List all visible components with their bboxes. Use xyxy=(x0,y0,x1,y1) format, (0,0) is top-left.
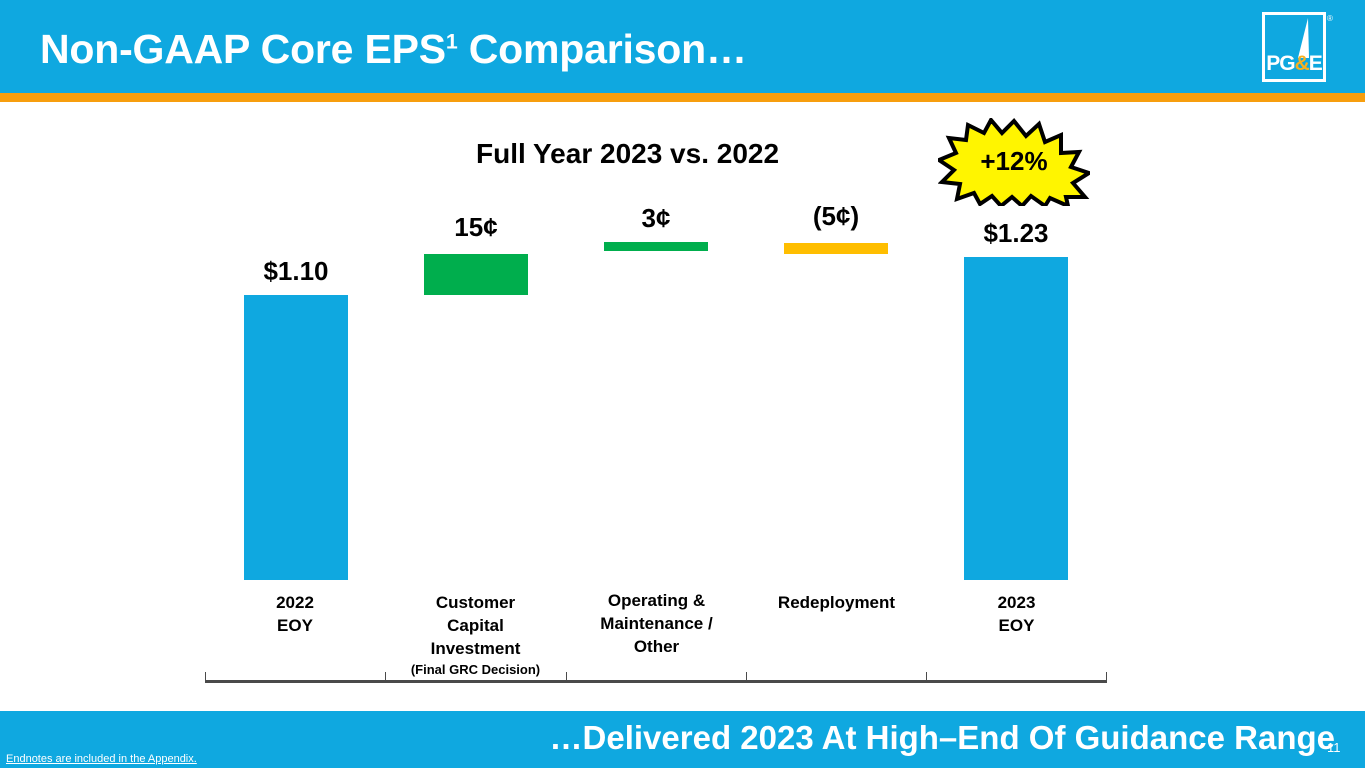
slide-header-bar xyxy=(0,0,1365,93)
category-label-omo-line2: Maintenance / xyxy=(600,614,713,633)
registered-mark: ® xyxy=(1327,14,1333,23)
axis-tick-1 xyxy=(385,672,386,683)
header-accent-rule xyxy=(0,93,1365,102)
category-label-redeployment: Redeployment xyxy=(746,591,927,614)
category-label-customer-capital-investment: Customer Capital Investment (Final GRC D… xyxy=(385,591,566,679)
slide-footer-bar: …Delivered 2023 At High–End Of Guidance … xyxy=(0,711,1365,768)
category-label-2022-eoy: 2022 EOY xyxy=(205,591,385,637)
bar-2023-eoy xyxy=(964,257,1068,580)
bar-label-operating-maintenance-other: 3¢ xyxy=(641,203,671,233)
footer-headline: …Delivered 2023 At High–End Of Guidance … xyxy=(549,719,1335,756)
category-label-2022-eoy-line1: 2022 xyxy=(276,593,314,612)
page-number: 11 xyxy=(1327,740,1341,755)
pge-logo: PG&E ® xyxy=(1262,12,1334,84)
category-label-cci-sub: (Final GRC Decision) xyxy=(410,662,541,677)
growth-annotation-label: +12% xyxy=(980,145,1048,176)
logo-wordmark: PG&E xyxy=(1262,53,1326,74)
starburst-icon xyxy=(934,116,1094,210)
category-label-operating-maintenance-other: Operating & Maintenance / Other xyxy=(566,589,747,658)
growth-annotation-badge: +12% xyxy=(934,116,1094,210)
category-label-2022-eoy-line2: EOY xyxy=(277,616,313,635)
endnotes-link[interactable]: Endnotes are included in the Appendix. xyxy=(6,753,197,765)
axis-tick-0 xyxy=(205,672,206,683)
axis-tick-3 xyxy=(746,672,747,683)
bar-label-customer-capital-investment: 15¢ xyxy=(454,212,498,242)
category-label-2023-eoy: 2023 EOY xyxy=(926,591,1107,637)
x-axis-line xyxy=(205,680,1107,683)
category-label-cci-line1: Customer xyxy=(435,593,516,612)
plot-area: $1.10 15¢ 3¢ (5¢) $1.23 2022 EOY Custome… xyxy=(0,102,1365,711)
bar-redeployment xyxy=(784,243,888,254)
category-label-redeployment-line1: Redeployment xyxy=(777,593,896,612)
category-label-2023-eoy-line1: 2023 xyxy=(997,593,1036,612)
page-title-superscript: 1 xyxy=(445,29,458,54)
logo-ampersand: & xyxy=(1294,52,1310,75)
axis-tick-2 xyxy=(566,672,567,683)
page-title: Non-GAAP Core EPS1 Comparison… xyxy=(40,26,747,73)
page-title-tail: Comparison… xyxy=(457,26,747,72)
flame-icon xyxy=(1298,18,1309,58)
bar-operating-maintenance-other xyxy=(604,242,708,251)
bar-label-redeployment: (5¢) xyxy=(812,201,860,231)
category-label-omo-line3: Other xyxy=(633,637,680,656)
category-label-cci-line3: Investment xyxy=(430,639,521,658)
axis-tick-5 xyxy=(1106,672,1107,683)
bar-2022-eoy xyxy=(244,295,348,580)
page-title-main: Non-GAAP Core EPS xyxy=(40,26,446,72)
category-label-cci-line2: Capital xyxy=(447,616,504,635)
category-label-2023-eoy-line2: EOY xyxy=(998,616,1035,635)
bar-label-2022-eoy: $1.10 xyxy=(263,256,329,286)
bar-label-2023-eoy: $1.23 xyxy=(983,218,1049,248)
logo-e: E xyxy=(1308,52,1323,75)
axis-tick-4 xyxy=(926,672,927,683)
category-label-omo-line1: Operating & xyxy=(607,591,706,610)
logo-pg: PG xyxy=(1266,52,1295,75)
bar-customer-capital-investment xyxy=(424,254,528,295)
chart-subtitle: Full Year 2023 vs. 2022 xyxy=(476,138,780,169)
chart-canvas: Full Year 2023 vs. 2022 +12% $1.10 15¢ 3… xyxy=(0,102,1365,711)
logo-frame xyxy=(1262,12,1326,82)
